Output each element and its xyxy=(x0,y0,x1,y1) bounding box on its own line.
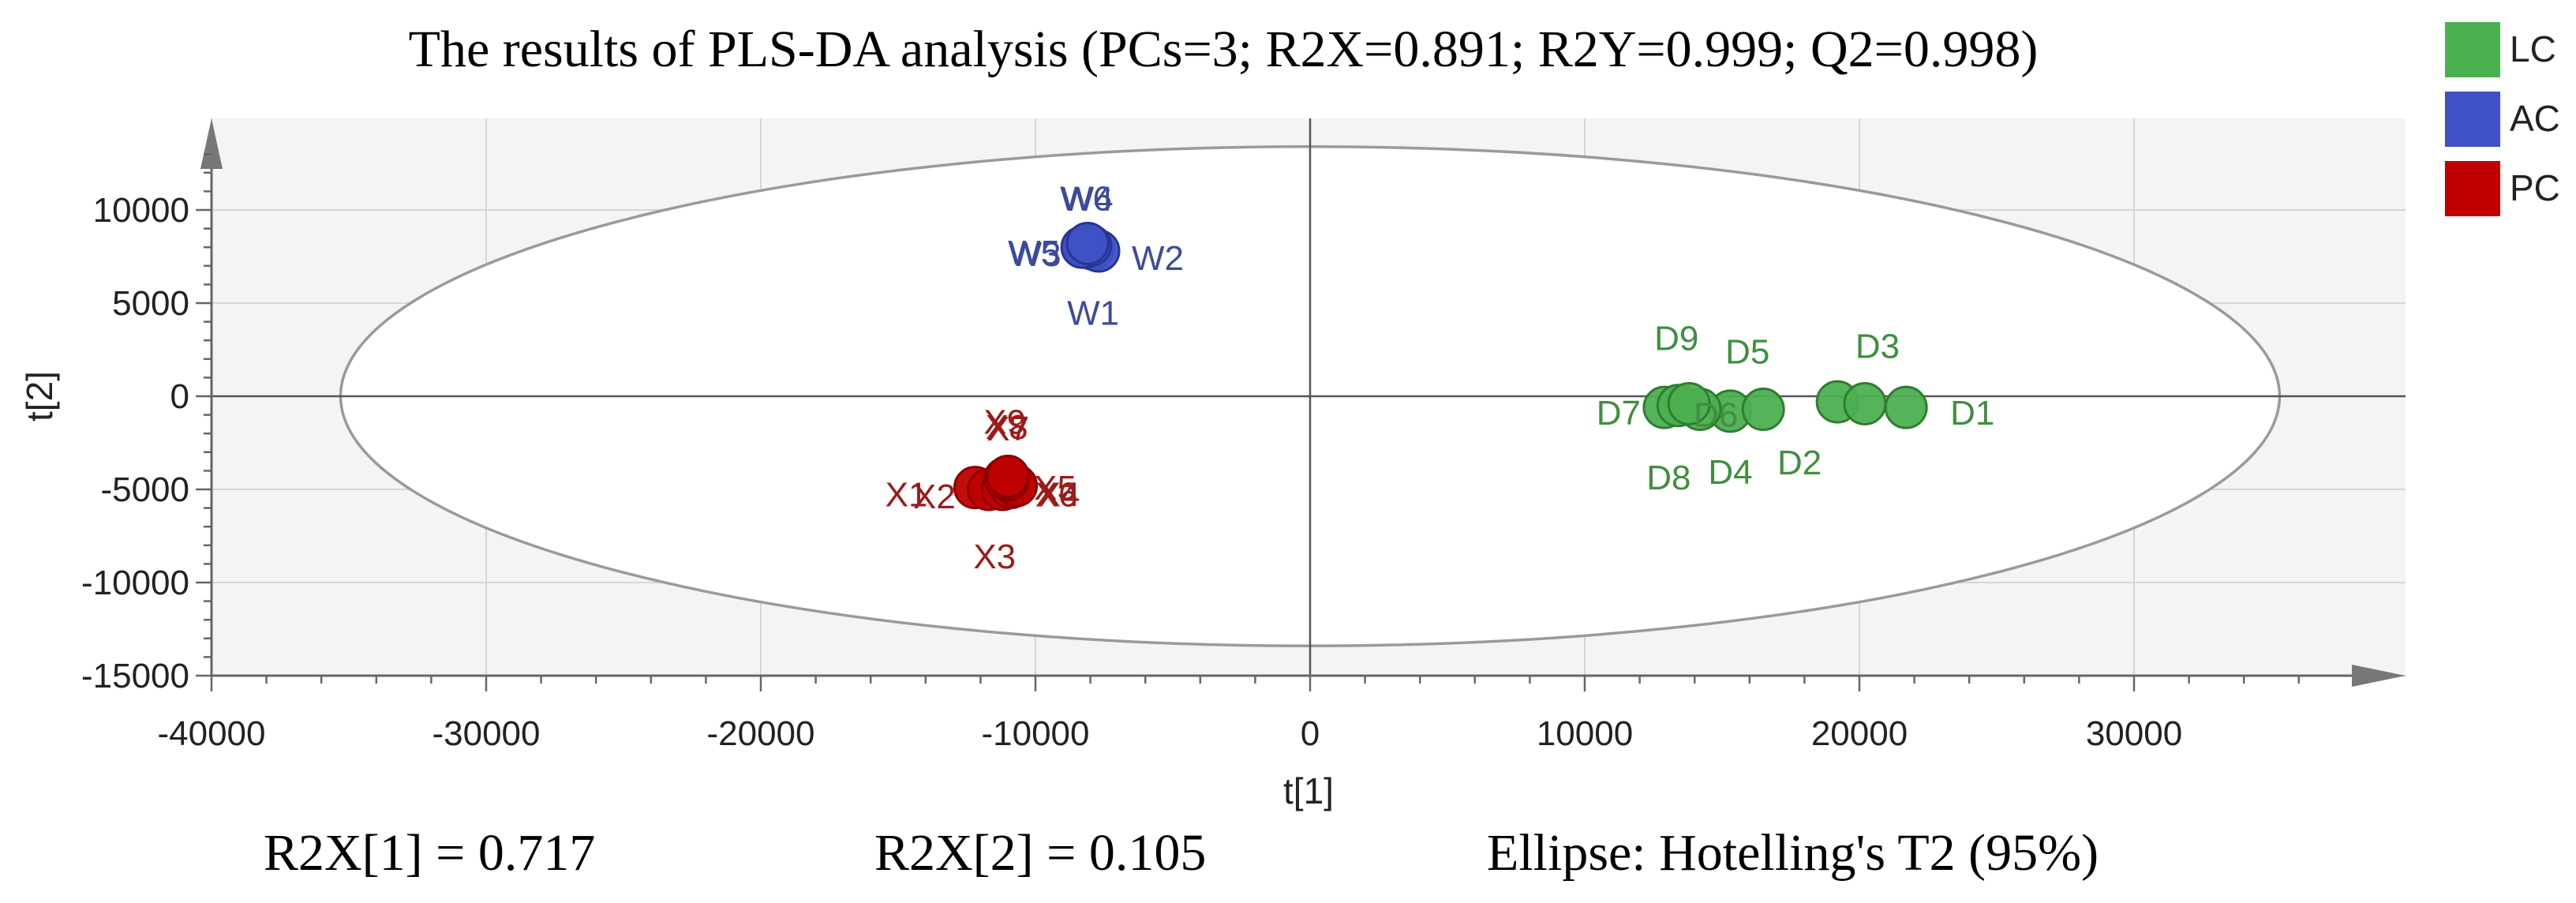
data-points xyxy=(953,221,1928,511)
point-label-w5: W5 xyxy=(1008,234,1060,272)
legend-swatch-ac xyxy=(2445,92,2500,147)
legend-swatch-lc xyxy=(2445,22,2500,77)
point-x9 xyxy=(986,454,1030,498)
x-tick-label: -10000 xyxy=(981,714,1089,753)
point-d3 xyxy=(1843,381,1887,425)
point-label-w1: W1 xyxy=(1067,294,1119,333)
x-axis-label: t[1] xyxy=(1283,770,1334,811)
point-label-x2: X2 xyxy=(913,478,956,516)
legend-label-lc: LC xyxy=(2510,28,2556,69)
point-label-d6: D6 xyxy=(1694,396,1738,435)
y-tick-label: 10000 xyxy=(93,191,189,230)
x-tick-label: 0 xyxy=(1301,714,1320,753)
point-w6 xyxy=(1065,221,1110,265)
point-label-x5: X5 xyxy=(1034,469,1076,508)
point-label-d9: D9 xyxy=(1654,319,1698,358)
zero-lines xyxy=(212,118,2406,676)
point-label-x8: X8 xyxy=(986,408,1028,447)
r2x2-text: R2X[2] = 0.105 xyxy=(874,824,1206,882)
point-label-d5: D5 xyxy=(1725,333,1769,372)
point-label-d4: D4 xyxy=(1708,453,1752,492)
y-axis-label: t[2] xyxy=(19,371,60,422)
x-tick-label: 10000 xyxy=(1537,714,1633,753)
legend-swatch-pc xyxy=(2445,161,2500,216)
point-label-x6: X6 xyxy=(1035,475,1078,514)
chart-title: The results of PLS-DA analysis (PCs=3; R… xyxy=(409,21,2039,78)
point-label-x3: X3 xyxy=(973,538,1016,576)
x-tick-label: -20000 xyxy=(706,714,814,753)
point-label-w3: W3 xyxy=(1009,235,1061,274)
point-label-x1: X1 xyxy=(886,476,928,515)
point-label-d8: D8 xyxy=(1646,459,1690,497)
x-tick-label: -30000 xyxy=(432,714,540,753)
r2x1-text: R2X[1] = 0.717 xyxy=(264,824,595,882)
y-tick-label: -15000 xyxy=(81,657,189,695)
y-tick-label: 0 xyxy=(170,377,189,416)
point-d1 xyxy=(1884,385,1928,429)
y-axis-arrow xyxy=(200,118,223,169)
axes xyxy=(196,118,2406,691)
y-tick-label: -10000 xyxy=(81,564,189,602)
point-label-w2: W2 xyxy=(1132,239,1184,278)
x-tick-labels: -40000 -30000 -20000 -10000 0 10000 20000 30000 xyxy=(157,714,2182,753)
legend-label-pc: PC xyxy=(2510,167,2560,208)
legend: LC AC PC xyxy=(2445,22,2560,216)
point-label-w4: W4 xyxy=(1061,180,1114,219)
x-axis-arrow xyxy=(2352,665,2406,687)
legend-label-ac: AC xyxy=(2510,98,2560,139)
x-tick-label: -40000 xyxy=(157,714,265,753)
point-label-x7: X7 xyxy=(987,410,1029,448)
point-label-x9: X9 xyxy=(983,403,1026,441)
point-d5 xyxy=(1741,388,1785,432)
point-label-d2: D2 xyxy=(1777,444,1822,482)
x-tick-label: 30000 xyxy=(2086,714,2182,753)
y-tick-labels: -15000 -10000 -5000 0 5000 10000 xyxy=(81,191,189,695)
y-tick-label: 5000 xyxy=(112,284,189,323)
point-label-x4: X4 xyxy=(1038,476,1080,515)
point-label-d7: D7 xyxy=(1597,394,1641,433)
y-tick-label: -5000 xyxy=(100,470,189,509)
point-label-d3: D3 xyxy=(1855,327,1900,365)
point-label-w6: W6 xyxy=(1060,179,1112,218)
ellipse-note-text: Ellipse: Hotelling's T2 (95%) xyxy=(1487,824,2099,882)
x-tick-label: 20000 xyxy=(1811,714,1908,753)
point-label-d1: D1 xyxy=(1950,394,1994,433)
point-d9 xyxy=(1667,381,1711,425)
